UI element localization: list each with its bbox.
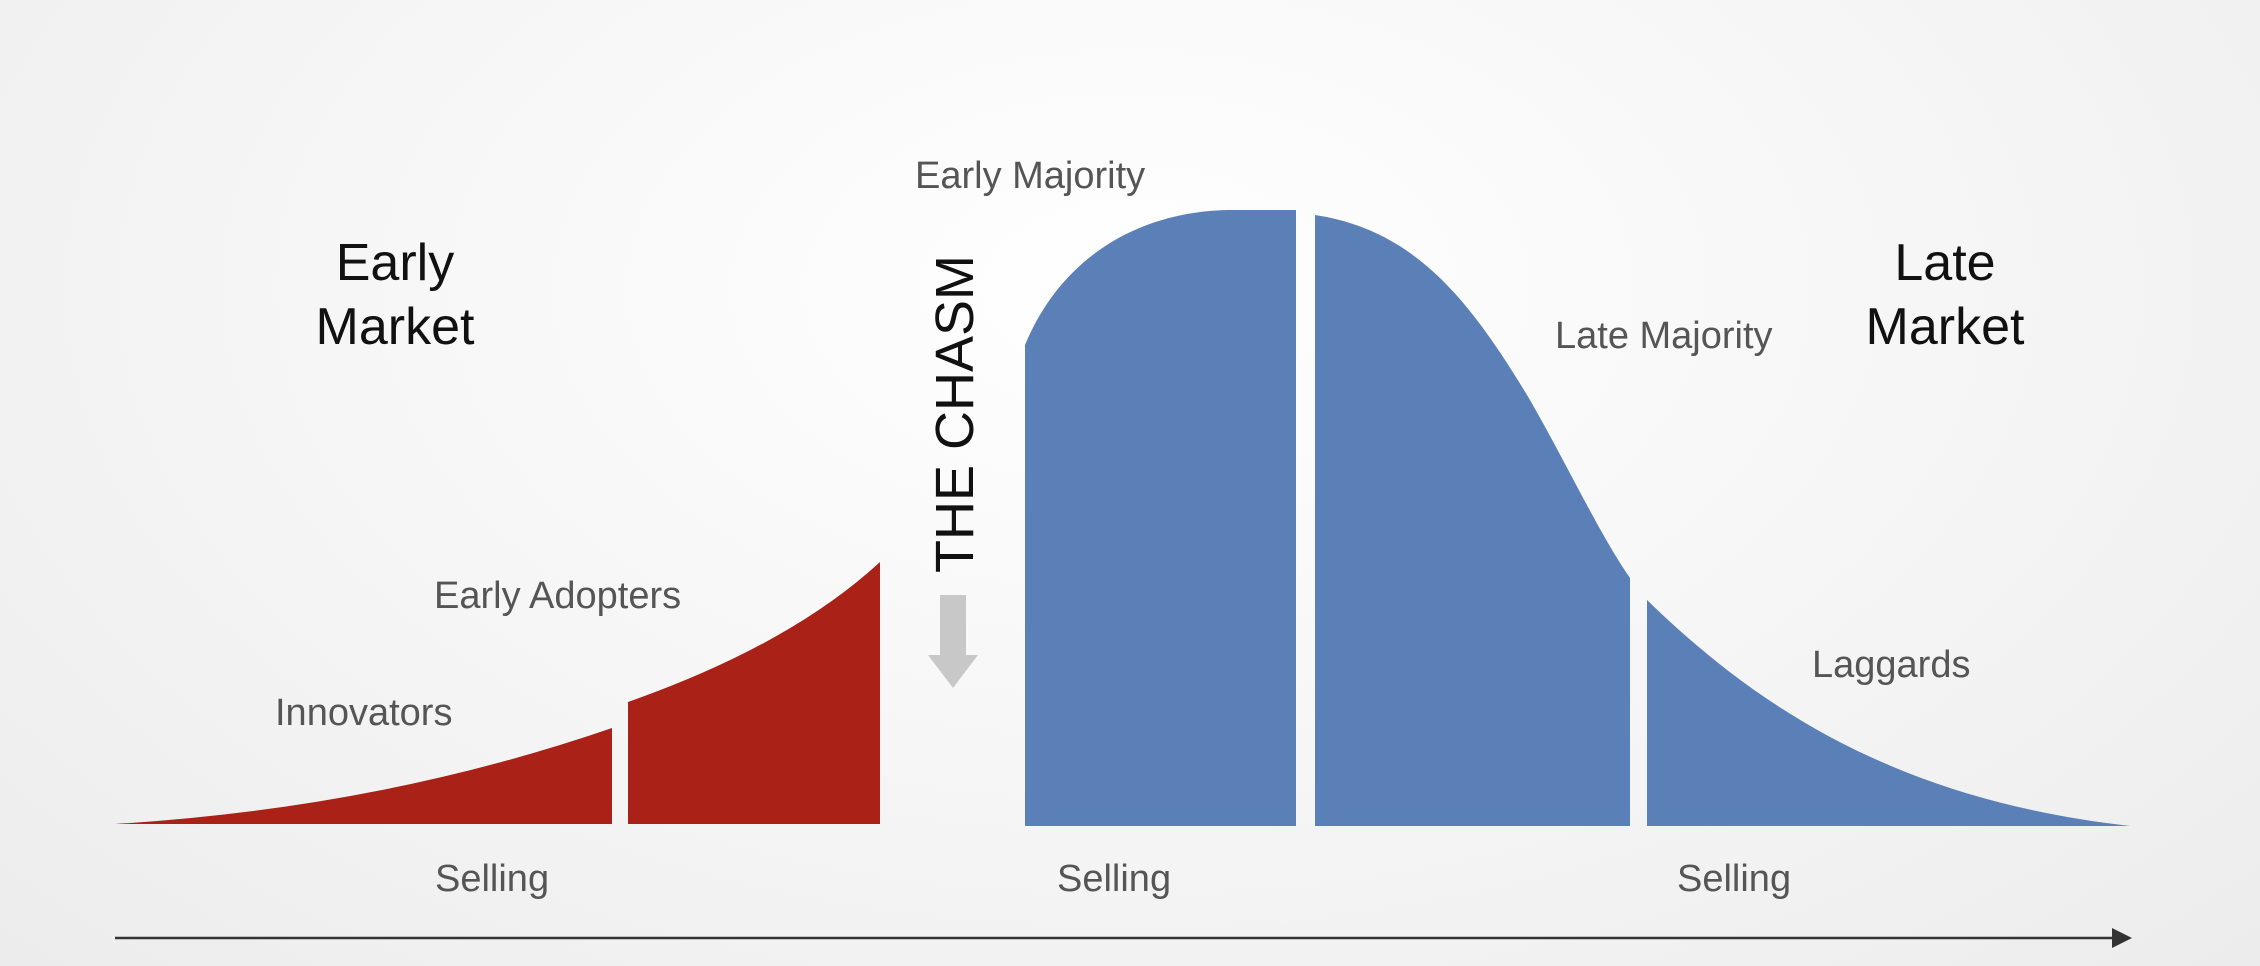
chasm-label: THE CHASM: [925, 255, 985, 573]
innovators-label: Innovators: [275, 692, 452, 734]
early-adopters-area: [628, 562, 880, 824]
early-market-label-line2: Market: [316, 298, 475, 356]
late-market-label-line1: Late: [1894, 234, 1995, 292]
early-adopters-label: Early Adopters: [434, 575, 681, 617]
innovators-area: [115, 728, 612, 824]
early-majority-label: Early Majority: [915, 155, 1145, 197]
late-majority-label: Late Majority: [1555, 315, 1773, 357]
selling-label-left: Selling: [435, 858, 549, 900]
early-majority-area: [1025, 210, 1296, 826]
selling-label-middle: Selling: [1057, 858, 1171, 900]
selling-label-right: Selling: [1677, 858, 1791, 900]
early-market-label-line1: Early: [336, 234, 454, 292]
laggards-label: Laggards: [1812, 644, 1970, 686]
chasm-down-arrow-icon: [928, 595, 978, 688]
late-majority-area: [1315, 215, 1630, 826]
laggards-area: [1647, 600, 2130, 826]
late-market-label-line2: Market: [1866, 298, 2025, 356]
timeline-arrowhead-icon: [2112, 928, 2132, 948]
